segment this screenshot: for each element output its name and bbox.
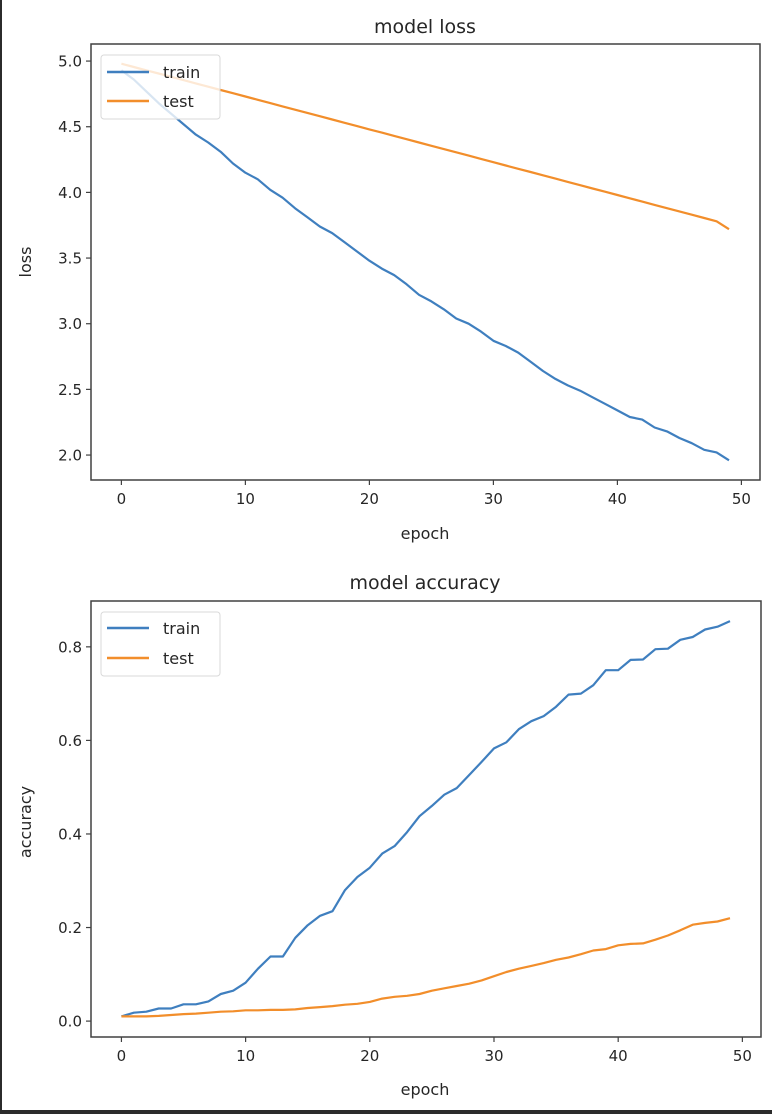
accuracy-y-tick-label: 0.4 [58,825,82,843]
accuracy-series-train [121,620,731,1018]
loss-y-tick-label: 3.5 [58,250,82,268]
accuracy-lines [121,620,731,1018]
loss-y-tick-label: 2.5 [58,381,82,399]
accuracy-x-tick-label: 50 [733,1047,752,1065]
accuracy-axes-frame [90,600,762,1038]
loss-x-tick-label: 40 [608,490,627,508]
loss-series-train [120,69,730,462]
accuracy-y-axis-label: accuracy [16,786,35,858]
loss-x-tick-label: 10 [236,490,255,508]
loss-x-tick-label: 0 [117,490,127,508]
accuracy-x-tick-label: 10 [236,1047,255,1065]
loss-lines [120,62,730,462]
accuracy-y-ticks: 0.0 0.2 0.4 0.6 0.8 [58,638,91,1031]
loss-y-tick-label: 3.0 [58,315,82,333]
accuracy-legend-train-label: train [163,619,200,638]
loss-series-test [121,62,730,231]
loss-legend-train-label: train [163,63,200,82]
loss-x-ticks: 0 10 20 30 40 50 [117,480,751,508]
accuracy-series-test [121,917,731,1018]
loss-y-ticks: 2.0 2.5 3.0 3.5 4.0 4.5 5.0 [58,53,91,465]
loss-y-tick-label: 2.0 [58,447,82,465]
accuracy-x-ticks: 0 10 20 30 40 50 [117,1037,752,1065]
accuracy-y-tick-label: 0.2 [58,919,82,937]
loss-axes-frame [90,43,761,481]
accuracy-x-tick-label: 40 [609,1047,628,1065]
accuracy-x-tick-label: 20 [360,1047,379,1065]
loss-legend-test-label: test [163,92,194,111]
loss-legend: train test [100,54,221,120]
accuracy-legend-test-label: test [163,649,194,668]
accuracy-y-tick-label: 0.0 [58,1013,82,1031]
accuracy-x-tick-label: 30 [484,1047,503,1065]
loss-x-tick-label: 30 [484,490,503,508]
loss-chart-title: model loss [374,16,476,38]
loss-chart: model loss 0 10 20 30 40 50 2.0 2.5 3.0 3.5 4.0 4.… [16,16,761,543]
accuracy-legend: train test [100,611,221,677]
accuracy-y-tick-label: 0.8 [58,638,82,656]
loss-x-axis-label: epoch [401,524,450,543]
accuracy-chart: model accuracy 0 10 20 30 40 50 0.00.20.40.60… [16,572,762,1099]
loss-legend-box [100,54,221,120]
accuracy-y-tick-label: 0.6 [58,732,82,750]
loss-x-tick-label: 20 [360,490,379,508]
accuracy-legend-box [100,611,221,677]
loss-y-axis-label: loss [16,247,35,278]
loss-y-tick-label: 5.0 [58,53,82,71]
accuracy-x-tick-label: 0 [117,1047,127,1065]
loss-y-tick-label: 4.0 [58,184,82,202]
accuracy-x-axis-label: epoch [401,1080,450,1099]
loss-y-tick-label: 4.5 [58,118,82,136]
loss-x-tick-label: 50 [732,490,751,508]
accuracy-chart-title: model accuracy [350,572,501,594]
